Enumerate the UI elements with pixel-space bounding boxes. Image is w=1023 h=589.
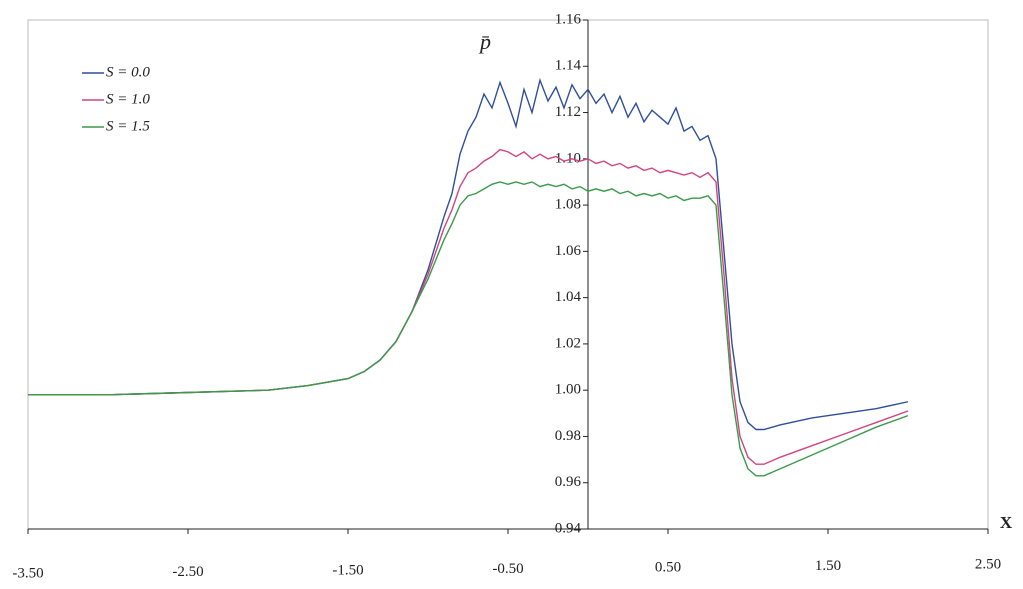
- y-axis-label: p̄: [478, 29, 491, 54]
- x-tick-label: 2.50: [975, 556, 1001, 572]
- y-tick-label: 1.06: [555, 243, 582, 259]
- y-tick-label: 1.04: [555, 289, 582, 305]
- y-tick-label: 1.14: [555, 58, 582, 74]
- y-tick-label: 1.16: [555, 11, 582, 27]
- plot-frame: [27, 19, 989, 530]
- y-tick-label: 1.02: [555, 335, 581, 351]
- x-tick-label: -2.50: [172, 564, 203, 580]
- y-tick-label: 1.10: [555, 150, 581, 166]
- x-tick-label: -3.50: [12, 565, 43, 581]
- legend-text: S = 1.5: [106, 118, 150, 134]
- x-tick-label: -0.50: [492, 561, 523, 577]
- series-line: [28, 181, 909, 477]
- series-line: [28, 77, 909, 431]
- legend-text: S = 1.0: [106, 91, 150, 107]
- y-tick-label: 1.08: [555, 197, 581, 213]
- legend-text: S = 0.0: [106, 64, 150, 80]
- x-tick-label: 1.50: [815, 558, 841, 574]
- y-tick-label: 0.96: [555, 474, 582, 490]
- y-tick-label: 1.12: [555, 104, 581, 120]
- y-tick-label: 0.98: [555, 428, 581, 444]
- y-tick-label: 0.94: [555, 520, 582, 536]
- x-axis-label: X: [1000, 513, 1013, 532]
- x-tick-label: 0.50: [655, 559, 681, 575]
- y-tick-label: 1.00: [555, 382, 581, 398]
- x-tick-label: -1.50: [332, 562, 363, 578]
